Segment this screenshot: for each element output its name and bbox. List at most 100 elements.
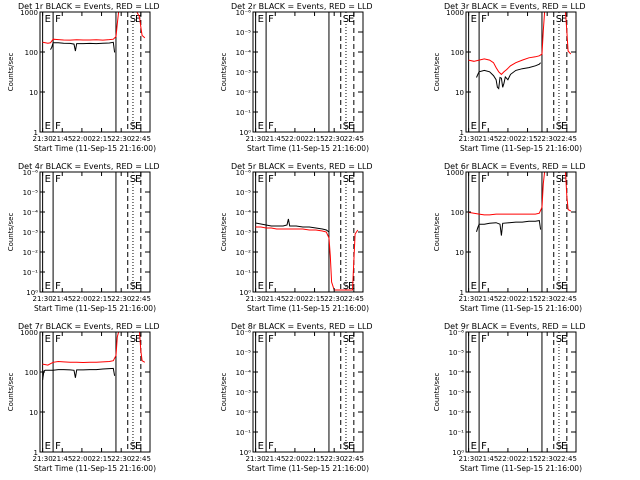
chart-title: Det 6r BLACK = Events, RED = LLD: [444, 162, 586, 171]
y-axis-label: Counts/sec: [220, 213, 228, 252]
y-tick-label: 10⁻⁶: [23, 169, 39, 177]
marker-label-bottom: F: [268, 121, 274, 132]
y-tick-label: 100: [451, 209, 464, 217]
x-tick-label: 21:45: [52, 295, 72, 303]
x-tick-label: 22:15: [304, 295, 324, 303]
x-tick-label: 22:30: [111, 135, 131, 143]
x-tick-label: 22:30: [537, 455, 557, 463]
marker-label-top: S: [130, 174, 136, 185]
x-tick-label: 21:45: [52, 455, 72, 463]
marker-label-top: E: [471, 334, 477, 345]
y-tick-label: 10⁻²: [449, 409, 465, 417]
y-tick-label: 1: [34, 449, 38, 457]
chart-title: Det 2r BLACK = Events, RED = LLD: [231, 2, 373, 11]
y-tick-label: 1: [460, 129, 464, 137]
marker-label-top: E: [348, 14, 354, 25]
marker-label-top: F: [481, 334, 487, 345]
marker-label-top: E: [471, 14, 477, 25]
y-tick-label: 10: [29, 89, 38, 97]
y-tick-label: 10⁻⁶: [236, 329, 252, 337]
y-axis-label: Counts/sec: [7, 373, 15, 412]
marker-label-top: E: [471, 174, 477, 185]
x-tick-label: 22:15: [91, 455, 111, 463]
x-tick-label: 21:30: [246, 135, 266, 143]
marker-label-bottom: E: [258, 281, 264, 292]
marker-label-top: E: [45, 174, 51, 185]
marker-label-top: F: [55, 174, 61, 185]
y-tick-label: 1000: [20, 329, 38, 337]
x-tick-label: 22:15: [304, 135, 324, 143]
marker-label-bottom: F: [481, 281, 487, 292]
x-axis-label: Start Time (11-Sep-15 21:16:00): [247, 464, 369, 473]
marker-label-top: E: [561, 14, 567, 25]
x-tick-label: 22:15: [517, 455, 537, 463]
y-tick-label: 100: [25, 369, 38, 377]
marker-label-bottom: E: [135, 281, 141, 292]
y-tick-label: 10⁻⁵: [236, 189, 252, 197]
y-tick-label: 10⁻⁵: [236, 349, 252, 357]
marker-label-top: F: [481, 14, 487, 25]
x-axis-label: Start Time (11-Sep-15 21:16:00): [460, 144, 582, 153]
y-tick-label: 10⁰: [26, 289, 38, 297]
x-tick-label: 22:00: [72, 135, 92, 143]
plot-frame: [39, 11, 151, 133]
x-tick-label: 21:45: [265, 295, 285, 303]
y-tick-label: 10⁻³: [236, 69, 252, 77]
x-tick-label: 22:00: [72, 455, 92, 463]
x-tick-label: 22:30: [111, 455, 131, 463]
marker-label-top: E: [561, 334, 567, 345]
x-axis-label: Start Time (11-Sep-15 21:16:00): [34, 304, 156, 313]
marker-label-bottom: E: [348, 121, 354, 132]
marker-label-bottom: E: [135, 121, 141, 132]
x-tick-label: 21:30: [459, 455, 479, 463]
x-tick-label: 21:45: [478, 455, 498, 463]
x-tick-label: 22:00: [498, 455, 518, 463]
y-tick-label: 1000: [446, 9, 464, 17]
marker-label-top: E: [258, 334, 264, 345]
y-tick-label: 1: [34, 129, 38, 137]
series-events-line: [476, 62, 541, 90]
x-axis-label: Start Time (11-Sep-15 21:16:00): [34, 464, 156, 473]
chart-title: Det 4r BLACK = Events, RED = LLD: [18, 162, 160, 171]
chart-title: Det 9r BLACK = Events, RED = LLD: [444, 322, 586, 331]
x-axis-label: Start Time (11-Sep-15 21:16:00): [247, 304, 369, 313]
x-tick-label: 22:45: [131, 455, 151, 463]
y-tick-label: 10⁻⁶: [449, 329, 465, 337]
marker-label-top: F: [268, 174, 274, 185]
marker-label-top: F: [268, 14, 274, 25]
y-tick-label: 10⁻⁵: [23, 189, 39, 197]
marker-label-top: E: [348, 334, 354, 345]
marker-label-bottom: F: [268, 441, 274, 452]
plot-frame: [39, 331, 151, 453]
marker-label-top: E: [45, 14, 51, 25]
series-events-line: [476, 220, 542, 236]
marker-label-bottom: E: [45, 441, 51, 452]
panel-3: EEFFSSEE21:3021:4522:0022:1522:3022:4511…: [433, 2, 586, 153]
panel-8: EEFFSSEE21:3021:4522:0022:1522:3022:4510…: [220, 322, 373, 473]
marker-label-top: E: [135, 174, 141, 185]
plot-frame: [252, 331, 364, 453]
y-tick-label: 10⁻²: [236, 249, 252, 257]
y-tick-label: 10⁻⁴: [23, 209, 39, 217]
x-tick-label: 21:30: [33, 135, 53, 143]
y-tick-label: 100: [25, 49, 38, 57]
marker-label-top: S: [556, 14, 562, 25]
x-tick-label: 21:30: [459, 295, 479, 303]
x-tick-label: 22:45: [557, 135, 577, 143]
x-tick-label: 22:30: [111, 295, 131, 303]
y-tick-label: 10⁻³: [449, 389, 465, 397]
marker-label-top: F: [55, 14, 61, 25]
marker-label-top: S: [556, 334, 562, 345]
y-tick-label: 10⁰: [452, 449, 464, 457]
x-tick-label: 22:00: [498, 135, 518, 143]
y-tick-label: 1000: [446, 169, 464, 177]
x-tick-label: 21:30: [459, 135, 479, 143]
marker-label-top: F: [55, 334, 61, 345]
marker-label-top: S: [130, 14, 136, 25]
chart-title: Det 8r BLACK = Events, RED = LLD: [231, 322, 373, 331]
y-tick-label: 10⁻⁴: [236, 369, 252, 377]
marker-label-bottom: E: [561, 441, 567, 452]
marker-label-top: S: [343, 334, 349, 345]
x-axis-label: Start Time (11-Sep-15 21:16:00): [460, 464, 582, 473]
